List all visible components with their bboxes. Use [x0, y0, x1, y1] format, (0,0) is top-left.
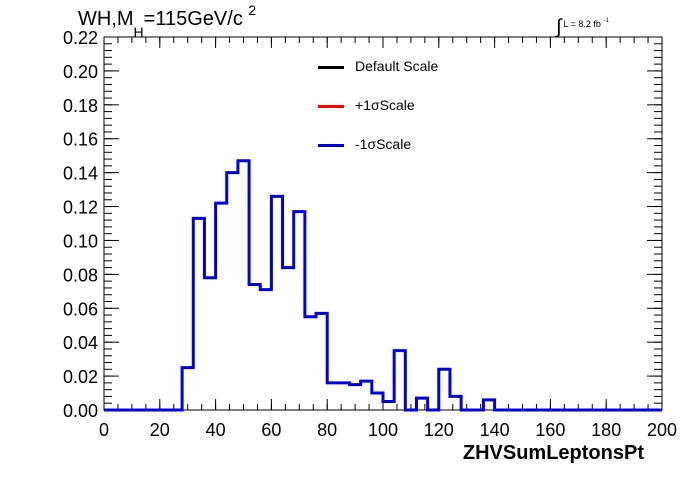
legend-label-default: Default Scale [355, 58, 439, 74]
x-tick-label: 80 [317, 420, 337, 440]
y-tick-label: 0.12 [63, 198, 98, 218]
legend-entry-plus1sigma: +1σScale [318, 95, 518, 115]
x-tick-label: 200 [647, 420, 677, 440]
x-tick-label: 40 [206, 420, 226, 440]
y-tick-label: 0.16 [63, 130, 98, 150]
title-prefix: WH,M [78, 8, 134, 30]
integral-icon: ∫ [556, 16, 562, 38]
luminosity-label: ∫ L = 8.2 fb -1 [556, 10, 609, 38]
legend-entry-default: Default Scale [318, 56, 518, 76]
legend-label-plus1sigma: +1σScale [355, 97, 415, 113]
y-tick-label: 0.22 [63, 28, 98, 48]
plot-frame [103, 36, 663, 411]
y-tick-label: 0.06 [63, 299, 98, 319]
x-tick-label: 20 [150, 420, 170, 440]
legend-label-minus1sigma: -1σScale [355, 136, 412, 152]
x-tick-label: 160 [535, 420, 565, 440]
x-tick-label: 100 [368, 420, 398, 440]
y-tick-label: 0.18 [63, 96, 98, 116]
x-tick-label: 120 [424, 420, 454, 440]
y-tick-label: 0.00 [63, 401, 98, 421]
x-tick-label: 140 [480, 420, 510, 440]
y-tick-label: 0.04 [63, 333, 98, 353]
luminosity-text: L = 8.2 fb [563, 19, 601, 29]
legend-line-plus1sigma [318, 105, 344, 108]
title-subscript: H [133, 24, 144, 40]
legend-line-default [318, 66, 344, 69]
title-superscript: 2 [248, 2, 257, 18]
x-tick-label: 180 [591, 420, 621, 440]
y-tick-label: 0.08 [63, 265, 98, 285]
x-tick-label: 60 [261, 420, 281, 440]
x-tick-label: 0 [99, 420, 109, 440]
y-tick-label: 0.02 [63, 367, 98, 387]
legend-line-minus1sigma [318, 144, 344, 147]
x-axis-label: ZHVSumLeptonsPt [462, 442, 644, 464]
y-tick-label: 0.14 [63, 164, 98, 184]
y-tick-label: 0.10 [63, 231, 98, 251]
chart-title: WH,MH=115GeV/c 2 [78, 2, 256, 40]
series-line-minus1sigma [104, 159, 662, 412]
luminosity-superscript: -1 [603, 18, 609, 24]
title-mid: =115GeV/c [143, 8, 243, 30]
legend-entry-minus1sigma: -1σScale [318, 134, 518, 154]
y-tick-label: 0.20 [63, 62, 98, 82]
